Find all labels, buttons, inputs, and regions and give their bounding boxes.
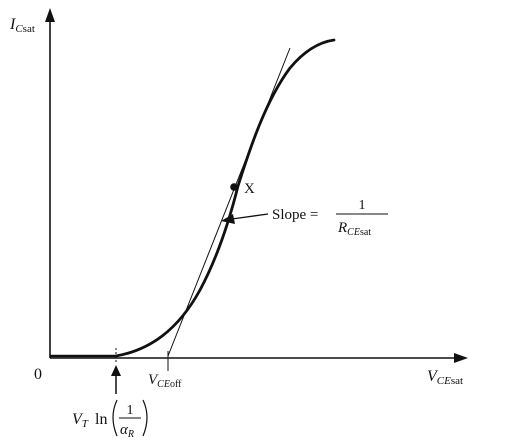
x-axis-label: VCEsat [427,368,463,387]
slope-pointer-arrowhead [221,214,235,224]
point-x-label: X [244,181,255,197]
slope-label-prefix: Slope = [272,207,318,223]
saturation-current-curve [114,38,336,358]
slope-denominator: RCEsat [337,220,371,238]
threshold-left-paren [112,399,118,437]
slope-numerator: 1 [359,198,366,213]
vceoff-label: VCEoff [148,372,182,390]
threshold-ln: ln [95,411,107,428]
slope-pointer-shaft [231,213,269,220]
y-axis-label: ICsat [9,16,35,35]
tangent-slope-line [167,47,291,357]
threshold-label: VT ln 1 αR [72,399,148,440]
x-axis-arrowhead [454,353,468,363]
origin-label: 0 [34,366,42,383]
threshold-numerator: 1 [127,403,134,418]
threshold-right-paren [142,399,148,437]
threshold-denominator: αR [120,422,134,440]
threshold-arrowhead [111,365,121,376]
operating-point-x [230,183,238,191]
axes [49,18,458,359]
y-axis-arrowhead [45,8,55,22]
threshold-vt: VT [72,411,89,430]
